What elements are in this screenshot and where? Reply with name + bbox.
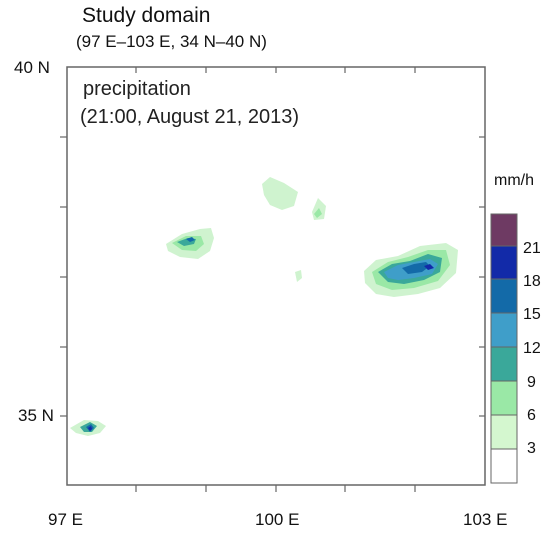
map-title: Study domain	[82, 4, 211, 27]
colorbar-unit: mm/h	[494, 172, 534, 189]
colorbar-label: 12	[523, 340, 541, 357]
precip-cell-east	[364, 243, 458, 297]
time-label: (21:00, August 21, 2013)	[80, 106, 300, 128]
colorbar-label: 21	[523, 240, 541, 257]
y-ticks	[60, 136, 485, 417]
colorbar-label: 15	[523, 306, 541, 323]
x-ticks	[135, 67, 416, 492]
colorbar-bin-12	[490, 312, 518, 348]
precip-cell-southwest	[70, 420, 106, 436]
colorbar-bin-18	[490, 245, 518, 280]
y-tick-label: 40 N	[14, 58, 50, 77]
x-tick-label: 100 E	[255, 510, 300, 529]
y-tick-label: 35 N	[18, 406, 54, 425]
colorbar-label: 18	[523, 273, 541, 290]
colorbar-bin-21	[490, 213, 518, 247]
variable-label: precipitation	[83, 78, 191, 100]
map-subtitle: (97 E–103 E, 34 N–40 N)	[76, 32, 267, 51]
colorbar-label: 3	[527, 440, 536, 457]
colorbar-label: 9	[527, 374, 536, 391]
colorbar-bin-0	[490, 448, 518, 484]
colorbar-bin-9	[490, 346, 518, 382]
colorbar-label: 6	[527, 407, 536, 424]
x-tick-label: 103 E	[463, 510, 508, 529]
colorbar-bin-3	[490, 414, 518, 450]
colorbar-bin-6	[490, 380, 518, 416]
x-tick-label: 97 E	[48, 510, 83, 529]
precip-cell-west	[166, 228, 214, 259]
precip-cell-small	[295, 270, 302, 282]
precip-cell-north	[262, 177, 298, 210]
colorbar-bin-15	[490, 278, 518, 314]
precip-cell-northeast	[312, 198, 326, 220]
colorbar	[490, 213, 518, 484]
